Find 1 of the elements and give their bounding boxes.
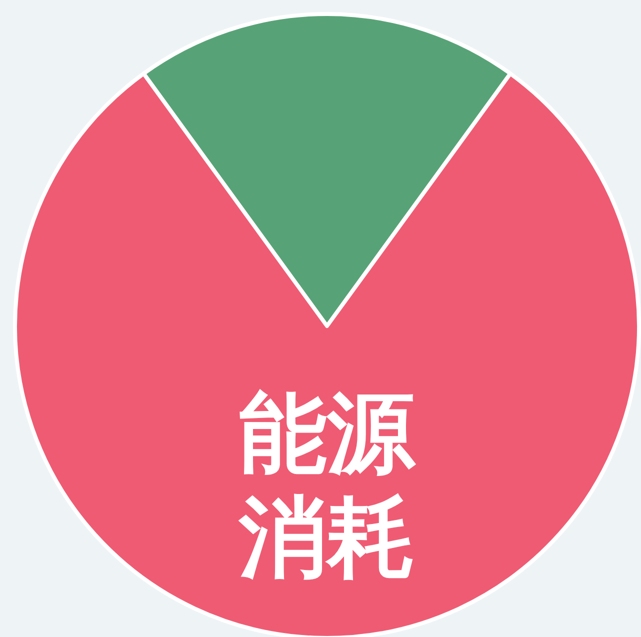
slice-label: 能源消耗: [238, 382, 417, 588]
